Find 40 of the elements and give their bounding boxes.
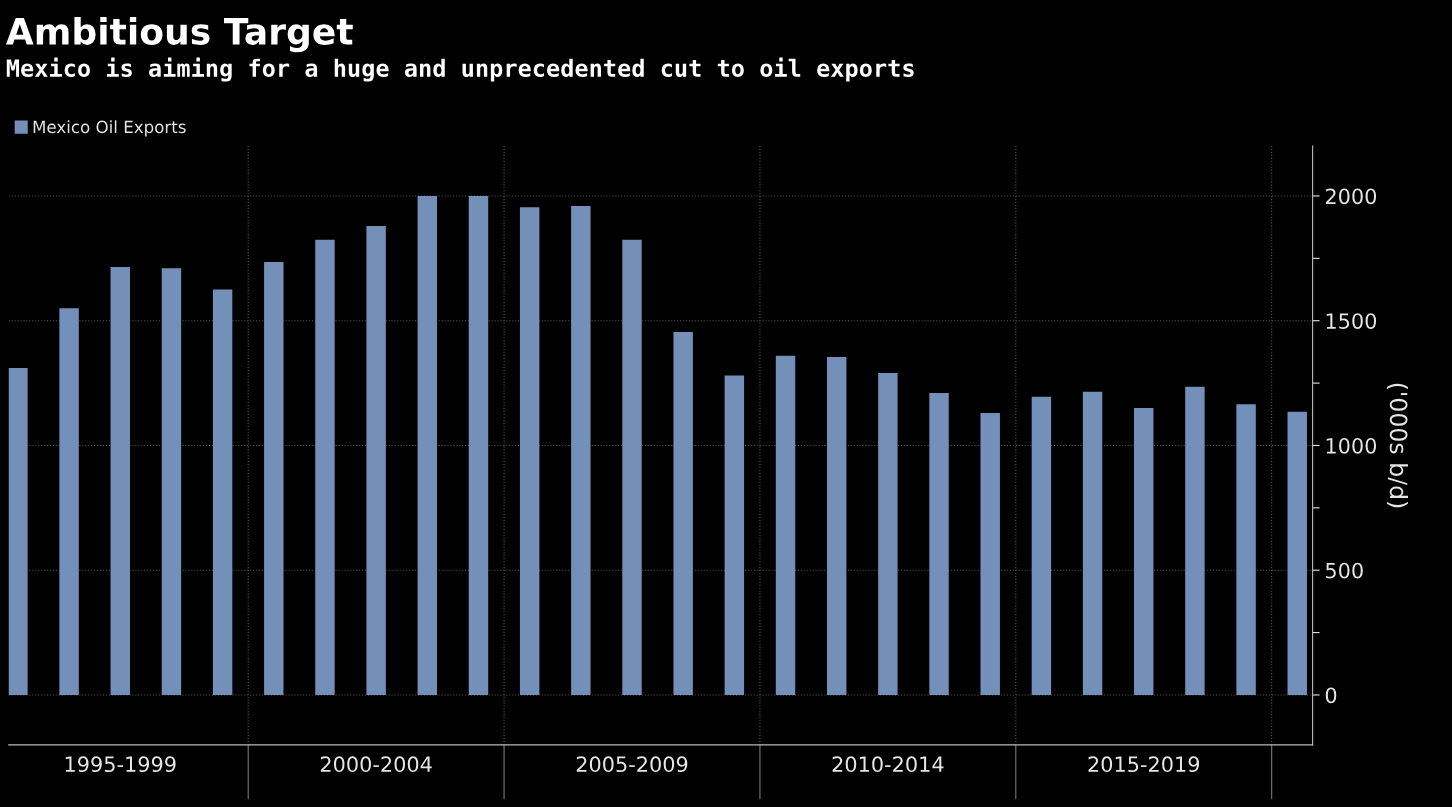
chart-title: Ambitious Target [5, 16, 353, 53]
bar [673, 331, 693, 695]
bar [980, 413, 1000, 695]
bar [315, 239, 335, 695]
bar [775, 355, 796, 695]
bar [264, 262, 284, 695]
bar [724, 375, 745, 695]
y-tick-label: 1000 [1326, 437, 1377, 454]
x-tick-label: 2015-2019 [1088, 756, 1200, 773]
x-tick-label: 2010-2014 [832, 756, 944, 773]
bar [417, 195, 438, 695]
bar [1134, 408, 1154, 695]
y-tick-label: 500 [1326, 562, 1363, 579]
bar [571, 205, 591, 695]
y-tick-label: 0 [1325, 687, 1337, 704]
legend-label: Mexico Oil Exports [33, 120, 186, 137]
chart-subtitle: Mexico is aiming for a huge and unprecedented cut to oil exports [6, 57, 914, 82]
bar [622, 239, 642, 695]
bar [468, 195, 489, 695]
bar [59, 308, 79, 695]
bar [366, 225, 386, 695]
y-tick-label: 2000 [1325, 188, 1377, 205]
bar [878, 373, 898, 695]
bar [519, 207, 540, 695]
y-axis-title: ('000s b/d) [1386, 383, 1408, 508]
x-tick-label: 1995-1999 [65, 756, 176, 773]
bar [1031, 396, 1052, 695]
x-tick-label: 2005-2009 [576, 756, 688, 773]
bar [1185, 386, 1205, 695]
bar [1287, 411, 1307, 695]
y-tick-label: 1500 [1326, 313, 1377, 329]
bar [212, 289, 233, 695]
bar [929, 393, 949, 695]
bar [1236, 404, 1256, 695]
bar [826, 356, 847, 695]
bar [110, 267, 130, 695]
bar [1082, 391, 1103, 695]
x-tick-label: 2000-2004 [320, 756, 432, 773]
bar [8, 368, 28, 695]
bar [161, 268, 182, 695]
